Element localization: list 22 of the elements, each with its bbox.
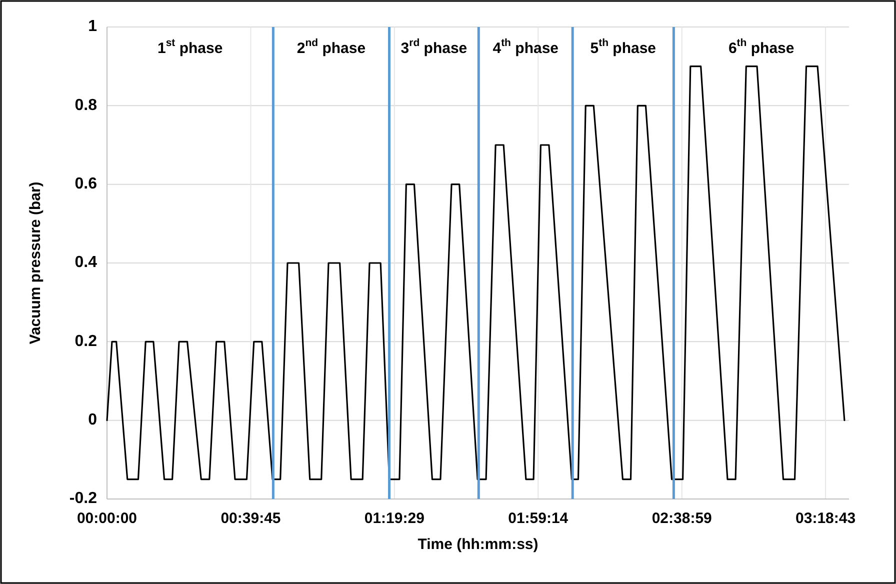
- y-axis-title: Vacuum pressure (bar): [27, 182, 44, 344]
- x-tick-label: 01:59:14: [508, 510, 569, 527]
- annotation: 5$^{th}$ phase: [590, 36, 656, 57]
- x-tick-label: 00:00:00: [76, 510, 138, 527]
- line-series: [106, 66, 846, 480]
- y-tick-label: 0.2: [74, 332, 98, 350]
- x-tick-label: 01:19:29: [364, 510, 424, 527]
- annotation: 3$^{rd}$ phase: [400, 36, 468, 57]
- x-axis-title: Time (hh:mm:ss): [418, 536, 538, 553]
- y-tick-label: 0.6: [74, 176, 98, 193]
- y-tick-label: 0.4: [74, 254, 98, 272]
- y-tick-label: 0.8: [74, 96, 98, 114]
- y-tick-label: 0: [88, 412, 98, 429]
- y-tick-label: -0.2: [69, 490, 98, 508]
- y-tick-label: 1: [88, 18, 98, 36]
- x-tick-label: 03:18:43: [796, 510, 856, 527]
- x-tick-label: 02:38:59: [652, 510, 712, 527]
- x-tick-label: 00:39:45: [220, 510, 281, 527]
- annotation: 6$^{th}$ phase: [728, 36, 794, 57]
- annotation: 2$^{nd}$ phase: [296, 36, 366, 57]
- annotation: 1$^{st}$ phase: [157, 36, 223, 57]
- annotation: 4$^{th}$ phase: [492, 36, 559, 57]
